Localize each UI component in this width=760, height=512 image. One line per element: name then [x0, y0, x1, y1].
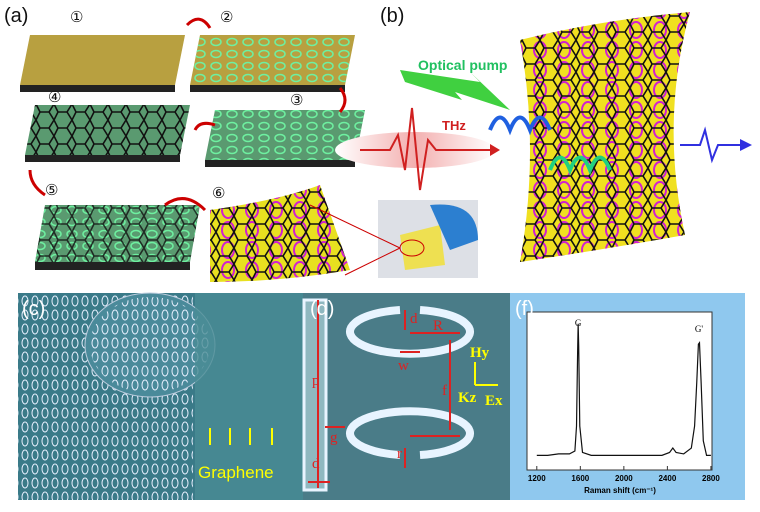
panel-a: (a) ① ② ③ ④ ⑤ ⑥ [4, 5, 478, 282]
panel-label: (a) [4, 5, 28, 27]
dim-label: r [397, 446, 402, 462]
step: ③ [290, 92, 303, 109]
dim-label: d [312, 456, 320, 472]
dim-label: g [330, 430, 338, 446]
dim-label: f [442, 383, 447, 399]
panel-label: (b) [380, 5, 404, 27]
panel-f: (f) Raman shift (cm⁻¹) 1200 1600 2000 2400 2… [510, 293, 745, 500]
panel-b: (b) Optical pump THz [335, 5, 752, 262]
dim-label: R [433, 318, 443, 334]
axis-label: Hy [470, 345, 490, 361]
graphene-label: Graphene [198, 463, 274, 482]
thz-label: THz [442, 118, 466, 133]
x-tick-label: 1600 [571, 474, 589, 483]
peak-label: G [575, 318, 582, 328]
axis-label: Ex [485, 393, 503, 409]
panel-label: (d) [310, 298, 334, 320]
step: ② [220, 9, 233, 26]
step: ⑥ [212, 185, 225, 202]
x-tick-label: 2400 [658, 474, 676, 483]
dim-label: p [312, 373, 320, 389]
axis-label: Kz [458, 390, 477, 406]
step: ① [70, 9, 83, 26]
peak-label: G' [695, 324, 703, 334]
panel-c: (c) Graphene [18, 292, 303, 500]
x-tick-label: 2800 [702, 474, 720, 483]
pump-label: Optical pump [418, 57, 507, 73]
x-axis-title: Raman shift (cm⁻¹) [584, 486, 656, 495]
panel-label: (f) [515, 298, 534, 320]
dim-label: d [410, 311, 418, 327]
spectrum [536, 323, 711, 456]
step: ④ [48, 89, 61, 106]
x-tick-label: 1200 [528, 474, 546, 483]
dim-label: w [398, 358, 409, 374]
x-tick-label: 2000 [615, 474, 633, 483]
step: ⑤ [45, 182, 58, 199]
panel-d: (d) p d R w f g r d Hy Kz Ex [302, 293, 510, 500]
panel-label: (c) [22, 298, 45, 320]
